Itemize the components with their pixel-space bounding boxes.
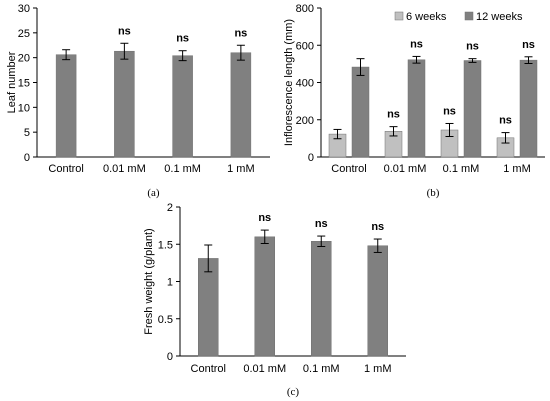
y-tick-label: 600 xyxy=(296,40,314,52)
significance-label: ns xyxy=(499,115,512,127)
significance-label: ns xyxy=(387,109,400,121)
bar xyxy=(172,55,193,158)
panel-label: (a) xyxy=(147,187,160,199)
bar xyxy=(114,50,135,158)
x-category-label: 0.1 mM xyxy=(164,163,201,175)
y-axis-title: Inflorescence length (mm) xyxy=(283,19,295,146)
legend-swatch xyxy=(464,11,474,21)
y-tick-label: 0 xyxy=(24,152,30,164)
bar xyxy=(230,52,252,158)
significance-label: ns xyxy=(118,25,131,37)
significance-label: ns xyxy=(176,33,189,45)
x-category-label: 0.1 mM xyxy=(443,163,480,175)
bar xyxy=(198,258,219,357)
y-axis-title: Fresh weight (g/plant) xyxy=(143,228,155,334)
legend-label: 12 weeks xyxy=(476,11,523,23)
y-tick-label: 5 xyxy=(24,127,30,139)
x-category-label: 0.01 mM xyxy=(384,163,427,175)
chart-panel-c: 0 0.5 1 1.5 2 Fresh weight (g/plant) Control 0.… xyxy=(143,202,406,398)
significance-label: ns xyxy=(371,221,384,233)
x-category-label: Control xyxy=(191,363,226,375)
x-category-label: 0.01 mM xyxy=(103,163,146,175)
legend-swatch xyxy=(394,11,404,21)
x-category-label: Control xyxy=(331,163,366,175)
legend-label: 6 weeks xyxy=(406,11,447,23)
y-tick-label: 30 xyxy=(18,3,30,15)
panel-label: (c) xyxy=(287,386,300,398)
x-category-label: 1 mM xyxy=(503,163,531,175)
bar xyxy=(407,59,426,158)
significance-label: ns xyxy=(522,39,535,51)
bar xyxy=(311,241,332,357)
x-category-label: 1 mM xyxy=(364,363,392,375)
y-tick-label: 2 xyxy=(167,202,173,214)
y-tick-label: 800 xyxy=(296,3,314,15)
y-tick-label: 1 xyxy=(167,277,173,289)
y-tick-label: 25 xyxy=(18,28,30,40)
chart-panel-a: 0 5 10 15 20 25 30 Leaf number Control 0.01 mM 0.1… xyxy=(6,3,270,199)
bar xyxy=(519,59,538,158)
y-tick-label: 200 xyxy=(296,115,314,127)
significance-label: ns xyxy=(315,218,328,230)
panel-label: (b) xyxy=(427,187,440,199)
y-tick-label: 10 xyxy=(18,102,30,114)
significance-label: ns xyxy=(234,27,247,39)
bar xyxy=(254,236,275,357)
x-category-label: 0.1 mM xyxy=(303,363,340,375)
bar xyxy=(463,60,482,158)
y-tick-label: 0 xyxy=(167,351,173,363)
x-category-label: 0.01 mM xyxy=(243,363,286,375)
y-tick-label: 20 xyxy=(18,53,30,65)
x-category-label: Control xyxy=(48,163,83,175)
bar xyxy=(55,54,77,158)
significance-label: ns xyxy=(410,38,423,50)
y-axis-title: Leaf number xyxy=(6,51,18,113)
significance-label: ns xyxy=(466,41,479,53)
y-tick-label: 400 xyxy=(296,78,314,90)
y-tick-label: 0.5 xyxy=(158,314,173,326)
y-tick-label: 1.5 xyxy=(158,239,173,251)
bar xyxy=(351,66,370,158)
bar xyxy=(367,245,388,357)
significance-label: ns xyxy=(443,105,456,117)
y-tick-label: 15 xyxy=(18,78,30,90)
significance-label: ns xyxy=(258,212,271,224)
x-category-label: 1 mM xyxy=(227,163,255,175)
y-tick-label: 0 xyxy=(308,152,314,164)
